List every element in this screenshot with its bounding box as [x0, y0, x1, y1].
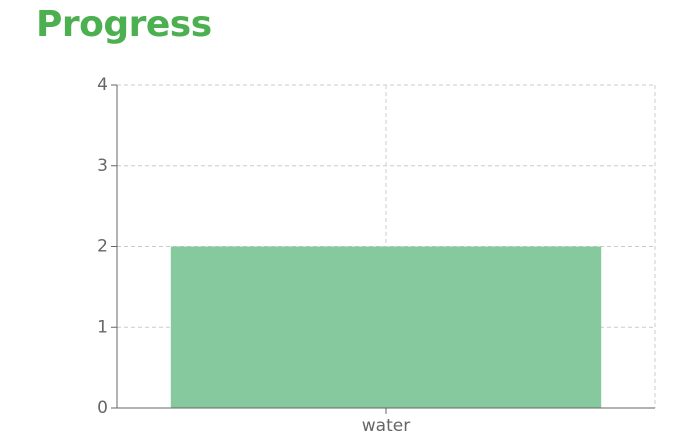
y-tick-label: 0 [97, 398, 108, 418]
y-tick-label: 1 [97, 317, 108, 337]
page-title: Progress [36, 4, 212, 45]
y-tick-label: 3 [97, 156, 108, 176]
y-tick-label: 4 [97, 75, 108, 95]
y-tick-label: 2 [97, 237, 108, 257]
bar-water [170, 246, 602, 408]
x-tick-label: water [362, 416, 410, 435]
